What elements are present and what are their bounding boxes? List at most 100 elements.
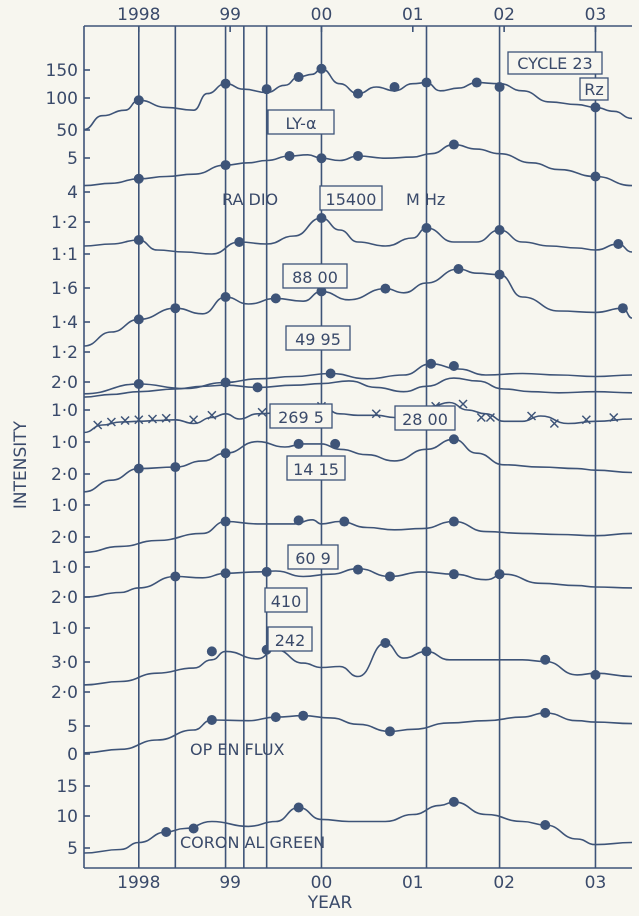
radio-8800-label: 88 00 <box>292 268 338 287</box>
y-tick-label: 1·0 <box>51 619 78 639</box>
data-point <box>384 726 395 737</box>
data-point <box>540 707 551 718</box>
y-tick-label: 1·2 <box>51 343 78 363</box>
series-line-open-flux <box>83 712 633 754</box>
y-axis-label: INTENSITY <box>11 420 31 509</box>
data-point <box>220 516 231 527</box>
series-line-radio-15400-mhz <box>83 217 633 255</box>
top-tick-label: 01 <box>402 5 424 25</box>
data-point <box>426 358 437 369</box>
series-line-ly- <box>83 143 633 187</box>
radio-8800-label-box <box>282 263 348 289</box>
radio-1415-label: 14 15 <box>293 460 339 479</box>
cross-marker <box>549 418 559 429</box>
data-point <box>494 225 505 235</box>
cross-marker <box>147 414 158 424</box>
data-point <box>353 564 363 575</box>
data-point <box>293 72 304 83</box>
data-point <box>284 150 295 161</box>
y-tick-label: 2·0 <box>51 373 78 393</box>
data-point <box>353 150 363 161</box>
data-point <box>133 314 144 325</box>
y-tick-label: 10 <box>56 807 78 827</box>
data-point <box>421 646 432 657</box>
radio-410-label: 410 <box>271 592 302 611</box>
cross-marker <box>458 399 468 409</box>
radio-1415-label-box <box>286 455 346 481</box>
bottom-tick-label: 01 <box>402 873 424 893</box>
data-point <box>133 463 144 474</box>
data-point <box>330 438 341 449</box>
cross-marker <box>120 415 130 426</box>
data-point <box>316 63 327 74</box>
data-point <box>448 139 459 150</box>
data-point <box>617 303 628 314</box>
radio-410-label-box <box>264 587 308 613</box>
y-tick-label: 150 <box>46 61 78 81</box>
top-tick-label: 02 <box>493 5 515 25</box>
y-tick-label: 3·0 <box>51 653 78 673</box>
bottom-tick-label: 1998 <box>117 873 160 893</box>
data-point <box>316 153 327 164</box>
radio-label: RA DIO <box>222 190 278 209</box>
data-point <box>613 239 624 249</box>
radio-2695-label-box <box>269 403 333 429</box>
data-point <box>384 571 395 582</box>
data-point <box>590 102 601 113</box>
cross-marker <box>257 407 267 417</box>
data-point <box>380 638 391 649</box>
series-line-609 <box>83 518 633 554</box>
data-point <box>494 81 505 92</box>
y-tick-label: 1·1 <box>51 245 78 265</box>
series-line-coronal-green <box>83 801 633 854</box>
radio-242-label-box <box>267 626 313 652</box>
cross-marker <box>485 412 495 423</box>
data-point <box>494 269 505 280</box>
y-tick-label: 1·0 <box>51 401 78 421</box>
data-point <box>220 292 231 302</box>
data-point <box>448 569 459 580</box>
y-tick-label: 5 <box>67 149 78 169</box>
data-point <box>220 448 231 459</box>
data-point <box>234 237 245 247</box>
mhz-label: M Hz <box>406 190 445 209</box>
data-point <box>206 646 217 657</box>
radio-4995-label: 49 95 <box>295 330 341 349</box>
data-point <box>220 78 231 89</box>
data-point <box>170 571 181 582</box>
series-line-242 <box>83 642 633 686</box>
data-point <box>270 293 281 304</box>
cross-marker <box>581 415 591 425</box>
top-tick-label: 03 <box>585 5 607 25</box>
data-point <box>170 462 181 473</box>
bottom-tick-label: 03 <box>585 873 607 893</box>
y-tick-label: 50 <box>56 121 78 141</box>
data-point <box>188 823 199 834</box>
data-point <box>325 368 336 379</box>
ly-alpha-label: LY-α <box>286 114 317 133</box>
data-point <box>353 88 363 99</box>
y-tick-label: 1·2 <box>51 213 78 233</box>
data-point <box>261 566 272 577</box>
cross-marker <box>93 420 103 430</box>
series-line-1415 <box>83 438 633 493</box>
data-point <box>453 264 464 274</box>
radio-609-label: 60 9 <box>295 549 331 568</box>
data-point <box>540 820 551 830</box>
y-tick-label: 2·0 <box>51 588 78 608</box>
bottom-tick-label: 00 <box>311 873 333 893</box>
radio-2800-label-box <box>394 405 456 431</box>
data-point <box>448 434 459 445</box>
y-tick-label: 100 <box>46 89 78 109</box>
data-point <box>421 77 432 88</box>
series-line-2800 <box>83 377 633 398</box>
top-tick-label: 00 <box>311 5 333 25</box>
rz-label-box <box>579 77 609 101</box>
data-point <box>220 568 231 579</box>
radio-609-label-box <box>287 544 339 570</box>
data-point <box>220 377 231 388</box>
data-point <box>170 303 181 314</box>
y-tick-label: 2·0 <box>51 465 78 485</box>
data-point <box>339 516 350 527</box>
